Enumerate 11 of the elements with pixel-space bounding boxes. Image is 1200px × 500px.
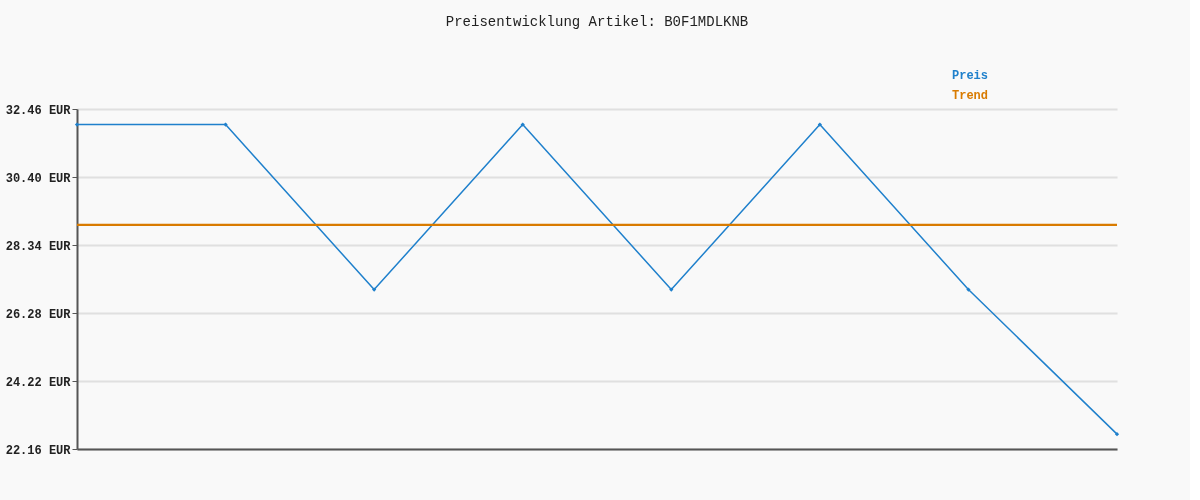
y-tick-label: 28.34 EUR <box>5 239 72 254</box>
point <box>223 122 228 127</box>
y-tick-label: 22.16 EUR <box>5 443 72 458</box>
y-tick-label: 26.28 EUR <box>5 307 72 322</box>
y-tick-label: 32.46 EUR <box>5 103 72 118</box>
y-tick-label: 30.40 EUR <box>5 171 72 186</box>
point <box>966 287 971 292</box>
y-tick-label: 24.22 EUR <box>5 375 72 390</box>
text: Trend <box>952 89 989 103</box>
text: Preis <box>952 69 989 83</box>
chart-title: Preisentwicklung Artikel: B0F1MDLKNB <box>445 14 749 30</box>
